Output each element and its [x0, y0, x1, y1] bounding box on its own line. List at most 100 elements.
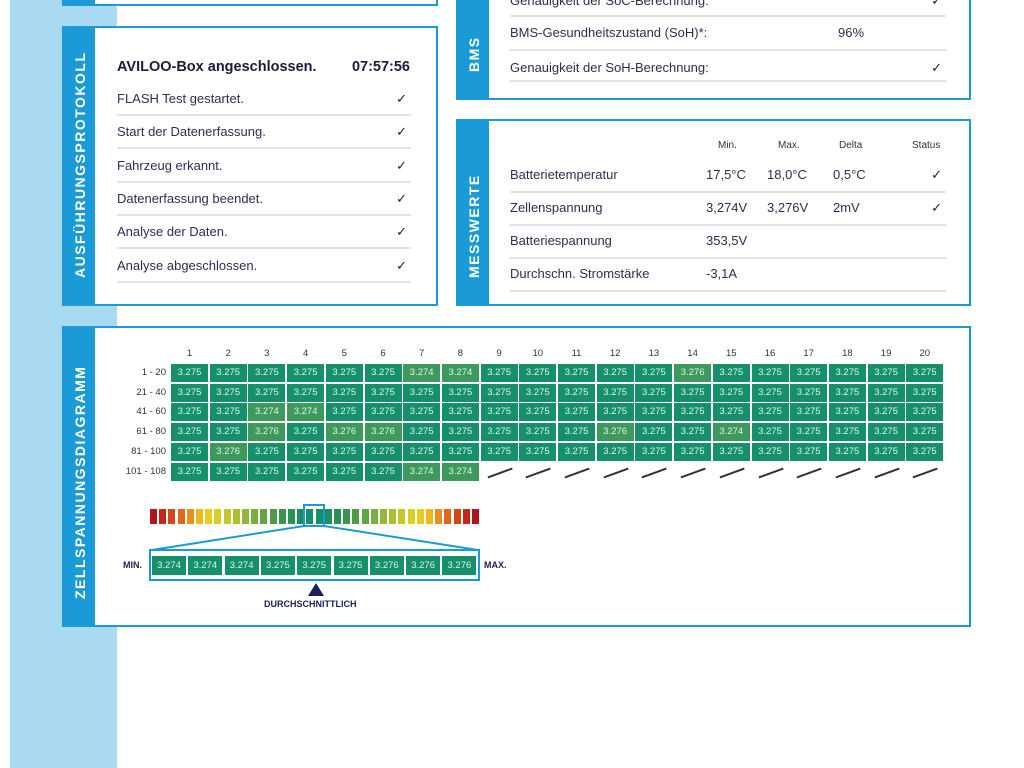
cell-voltage: 3.274 [248, 403, 286, 422]
cell-voltage: 3.275 [480, 364, 518, 382]
bms-row: BMS-Gesundheitszustand (SoH)*: 96% [510, 25, 946, 51]
cell-voltage: 3.274 [287, 403, 325, 422]
protokoll-item: Fahrzeug erkannt. ✓ [117, 158, 411, 183]
scale-segment [196, 509, 203, 524]
cell-voltage: 3.275 [751, 442, 789, 461]
cell-voltage: 3.274 [403, 364, 441, 382]
cell-voltage: 3.275 [790, 364, 828, 382]
scale-segment [453, 509, 461, 524]
protokoll-item-label: Datenerfassung beendet. [117, 190, 263, 206]
cell-voltage: 3.275 [480, 423, 518, 442]
bms-row: Genauigkeit der SoC-Berechnung: ✓ [510, 0, 946, 17]
messwerte-row: Durchschn. Stromstärke -3,1A [510, 266, 946, 292]
row-label: 21 - 40 [136, 386, 166, 398]
column-header: 15 [726, 348, 737, 359]
cell-voltage: 3.276 [674, 364, 712, 382]
cell-voltage: 3.275 [674, 383, 712, 402]
cell-voltage: 3.275 [596, 442, 634, 461]
messwerte-row: Batteriespannung 353,5V [510, 233, 946, 259]
cell-voltage: 3.275 [403, 403, 441, 422]
scale-segment [242, 509, 249, 524]
protokoll-item-label: Start der Datenerfassung. [117, 124, 266, 140]
protokoll-card: AUSFÜHRUNGSPROTOKOLL AVILOO-Box angeschl… [62, 26, 438, 306]
column-header: 12 [609, 348, 621, 359]
messwerte-card: MESSWERTE Min. Max. Delta Status Batteri… [456, 119, 971, 306]
cell-voltage: 3.274 [441, 364, 479, 382]
check-icon: ✓ [396, 157, 407, 173]
cell-voltage: 3.275 [906, 383, 944, 402]
scale-segment [315, 509, 323, 524]
cell-voltage: 3.275 [364, 383, 402, 402]
column-header: 17 [803, 348, 814, 359]
scale-segment [435, 509, 443, 524]
cell-voltage: 3.275 [441, 403, 479, 422]
cell-voltage: 3.275 [635, 442, 673, 461]
scale-segment [214, 509, 222, 524]
average-label: DURCHSCHNITTLICH [264, 599, 357, 609]
scale-cell: 3.274 [223, 555, 260, 576]
measure-delta: 2mV [833, 200, 860, 215]
cell-voltage: 3.275 [596, 383, 634, 402]
measure-max: 3,276V [767, 200, 809, 215]
scale-segment [278, 509, 286, 524]
cell-voltage: 3.275 [712, 364, 750, 382]
cell-voltage: 3.275 [209, 364, 247, 382]
scale-cell: 3.275 [332, 555, 369, 576]
cell-voltage: 3.274 [403, 462, 441, 481]
cell-voltage: 3.275 [867, 383, 905, 402]
cell-voltage: 3.275 [519, 383, 557, 402]
cell-voltage: 3.274 [441, 462, 479, 481]
cell-voltage: 3.275 [790, 383, 828, 402]
protokoll-title: AVILOO-Box angeschlossen. [117, 59, 317, 75]
scale-segment [380, 509, 387, 524]
cell-voltage: 3.275 [480, 403, 518, 422]
scale-cell: 3.274 [187, 555, 224, 576]
cell-voltage: 3.275 [751, 423, 789, 442]
cell-voltage: 3.275 [287, 462, 325, 481]
measure-min: -3,1A [706, 266, 738, 281]
scale-segment [334, 509, 341, 524]
column-header: 16 [764, 348, 776, 359]
messwerte-row: Batterietemperatur 17,5°C 18,0°C 0,5°C ✓ [510, 167, 946, 193]
cell-voltage: 3.274 [712, 423, 750, 442]
cell-voltage: 3.275 [712, 383, 750, 402]
scale-segment [223, 509, 231, 524]
scale-segment [306, 509, 314, 524]
check-icon: ✓ [396, 91, 407, 106]
scale-cell: 3.276 [405, 555, 442, 576]
cell-voltage: 3.275 [171, 442, 208, 461]
cell-voltage: 3.275 [558, 423, 595, 442]
scale-segment [361, 509, 369, 524]
cell-voltage: 3.275 [635, 423, 673, 442]
protokoll-item: Analyse abgeschlossen. ✓ [117, 258, 411, 283]
cell-voltage: 3.275 [867, 403, 905, 422]
cell-voltage: 3.275 [519, 423, 557, 442]
cell-voltage: 3.275 [171, 423, 208, 442]
cell-voltage: 3.275 [751, 403, 789, 422]
cell-voltage: 3.275 [364, 403, 402, 422]
protokoll-item: FLASH Test gestartet. ✓ [117, 91, 411, 116]
cell-voltage: 3.275 [209, 423, 247, 442]
messwerte-row: Zellenspannung 3,274V 3,276V 2mV ✓ [510, 200, 946, 226]
cell-voltage: 3.275 [906, 442, 944, 461]
cell-voltage: 3.275 [209, 403, 247, 422]
cell-voltage: 3.275 [171, 403, 208, 422]
cell-voltage: 3.275 [906, 423, 944, 442]
scale-segment [150, 509, 157, 524]
cell-voltage: 3.275 [596, 364, 634, 382]
row-label: 41 - 60 [136, 406, 166, 418]
cell-voltage: 3.275 [712, 403, 750, 422]
scale-segment [389, 509, 397, 524]
measure-label: Zellenspannung [510, 200, 603, 215]
cell-voltage: 3.275 [558, 442, 595, 461]
measure-min: 353,5V [706, 233, 748, 248]
scale-segment [324, 509, 332, 524]
cell-voltage: 3.275 [828, 442, 866, 461]
cell-voltage: 3.275 [325, 462, 363, 481]
cell-voltage: 3.275 [790, 442, 828, 461]
cell-voltage: 3.275 [751, 383, 789, 402]
cell-voltage: 3.275 [364, 364, 402, 382]
cell-voltage: 3.275 [828, 423, 866, 442]
protokoll-item: Start der Datenerfassung. ✓ [117, 124, 411, 150]
measure-label: Batterietemperatur [510, 167, 618, 182]
